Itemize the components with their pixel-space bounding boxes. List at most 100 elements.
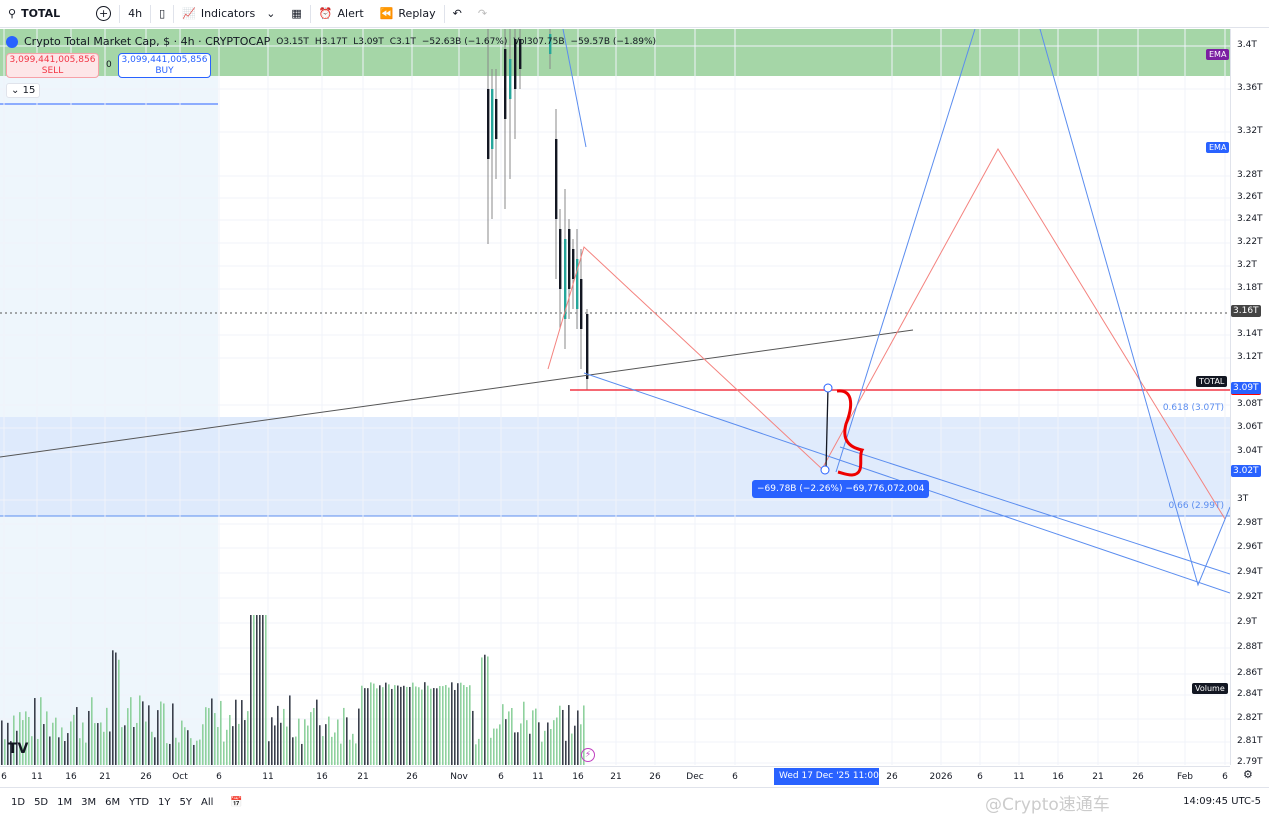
candle-body	[564, 239, 567, 319]
measure-handle[interactable]	[820, 465, 830, 475]
chart-canvas[interactable]	[0, 29, 1230, 765]
volume-bar	[58, 737, 60, 765]
volume-bar	[535, 708, 537, 765]
measure-handle[interactable]	[823, 383, 833, 393]
range-button-5y[interactable]: 5Y	[179, 797, 193, 808]
volume-bar	[232, 726, 234, 765]
time-tick: 16	[1052, 772, 1064, 782]
volume-bar	[580, 724, 582, 765]
range-button-ytd[interactable]: YTD	[129, 797, 150, 808]
range-button-3m[interactable]: 3M	[81, 797, 97, 808]
chart-type-button[interactable]: ▯	[151, 0, 173, 28]
time-axis[interactable]: Wed 17 Dec '25 11:00 6 11 16 21 26 Oct 6 11 16 21…	[0, 766, 1230, 786]
undo-icon: ↶	[452, 7, 462, 20]
range-button-5d[interactable]: 5D	[34, 797, 49, 808]
volume-bar	[229, 714, 231, 765]
open-value: O3.15T	[276, 36, 309, 47]
volume-bar	[463, 685, 465, 765]
collapse-indicators-button[interactable]: ⌄ 15	[6, 83, 41, 98]
volume-bar	[403, 685, 405, 765]
time-tick: 16	[572, 772, 584, 782]
volume-bar	[418, 687, 420, 765]
volume-bar	[532, 710, 534, 765]
candle-body	[559, 229, 562, 289]
volume-bar	[574, 725, 576, 765]
blue-projection-line[interactable]	[835, 29, 976, 473]
volume-bar	[238, 723, 240, 765]
volume-bar	[547, 722, 549, 765]
time-tick: 11	[1013, 772, 1025, 782]
price-tick: 3.2T	[1237, 260, 1257, 270]
volume-bar	[19, 712, 21, 765]
chevron-down-icon[interactable]: ⌄	[266, 7, 276, 20]
volume-bar	[289, 695, 291, 765]
price-tick: 3.28T	[1237, 170, 1263, 180]
volume-bar	[208, 708, 210, 765]
replay-button[interactable]: ⏪ Replay	[379, 7, 436, 20]
redo-icon: ↷	[477, 7, 488, 20]
volume-bar	[211, 698, 213, 765]
layouts-button[interactable]: ▦	[283, 0, 309, 28]
alert-button[interactable]: ⏰ Alert	[318, 7, 364, 20]
volume-bar	[541, 741, 543, 765]
time-tick: 2026	[929, 772, 953, 782]
settings-icon[interactable]: ⚙	[1243, 768, 1253, 781]
range-button-all[interactable]: All	[201, 797, 214, 808]
volume-bar	[169, 743, 171, 765]
candle-body	[509, 59, 512, 99]
brace-annotation	[836, 389, 865, 477]
time-tick: 21	[357, 772, 369, 782]
volume-bar	[508, 711, 510, 765]
volume-bar	[556, 717, 558, 765]
volume-bar	[367, 688, 369, 765]
volume-bar	[406, 686, 408, 765]
volume-bar	[277, 705, 279, 765]
trend-line[interactable]	[0, 329, 914, 458]
volume-bar	[37, 738, 39, 765]
volume-bar	[310, 712, 312, 765]
range-button-1m[interactable]: 1M	[57, 797, 73, 808]
volume-bar	[514, 732, 516, 765]
volume-bar	[154, 737, 156, 765]
range-button-1y[interactable]: 1Y	[158, 797, 171, 808]
lightning-icon[interactable]: ⚡	[581, 748, 595, 762]
crosshair-time-label: Wed 17 Dec '25 11:00	[774, 768, 879, 785]
blue-projection-line[interactable]	[1039, 29, 1230, 587]
indicators-button[interactable]: 📈 Indicators ⌄	[182, 7, 276, 20]
volume-bar	[544, 730, 546, 765]
channel-line[interactable]	[839, 446, 1230, 575]
volume-bar	[298, 718, 300, 765]
volume-bar	[448, 687, 450, 765]
volume-bar	[52, 722, 54, 765]
volume-bar	[427, 685, 429, 765]
goto-date-icon[interactable]: 📅	[230, 797, 243, 808]
volume-bar	[286, 726, 288, 765]
volume-bar	[334, 732, 336, 765]
interval-button[interactable]: 4h	[128, 7, 143, 20]
symbol-search[interactable]: ⚲ TOTAL	[8, 7, 61, 20]
undo-button[interactable]: ↶	[445, 0, 470, 28]
compare-button[interactable]: +	[88, 0, 119, 28]
volume-bar	[415, 686, 417, 765]
volume-bar	[16, 730, 18, 765]
sell-button[interactable]: 3,099,441,005,856 SELL	[6, 53, 99, 78]
chart-pane[interactable]: −69.78B (−2.26%) −69,776,072,004 0.618 (…	[0, 29, 1230, 765]
price-tick: 3.04T	[1237, 446, 1263, 456]
buy-button[interactable]: 3,099,441,005,856 BUY	[118, 53, 211, 78]
measure-line[interactable]	[825, 387, 829, 470]
price-tick: 3T	[1237, 494, 1249, 504]
price-tick: 3.36T	[1237, 83, 1263, 93]
redo-button[interactable]: ↷	[470, 0, 495, 28]
price-axis[interactable]: 3.16T 3.09T 3.02T 3.4T 3.36T 3.32T 3.28T 3.2…	[1230, 29, 1269, 767]
volume-bar	[88, 710, 90, 765]
volume-bar	[133, 727, 135, 765]
volume-bar	[313, 708, 315, 765]
range-button-6m[interactable]: 6M	[105, 797, 121, 808]
volume-bar	[568, 705, 570, 765]
volume-bar	[253, 615, 255, 765]
range-button-1d[interactable]: 1D	[11, 797, 26, 808]
volume-bar	[259, 615, 261, 765]
volume-bar	[10, 741, 12, 765]
candle-body	[491, 89, 494, 149]
divider	[443, 4, 445, 23]
